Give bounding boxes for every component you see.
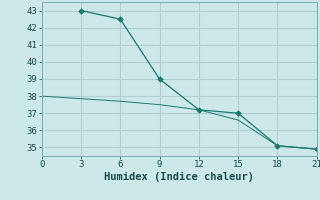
X-axis label: Humidex (Indice chaleur): Humidex (Indice chaleur) bbox=[104, 172, 254, 182]
